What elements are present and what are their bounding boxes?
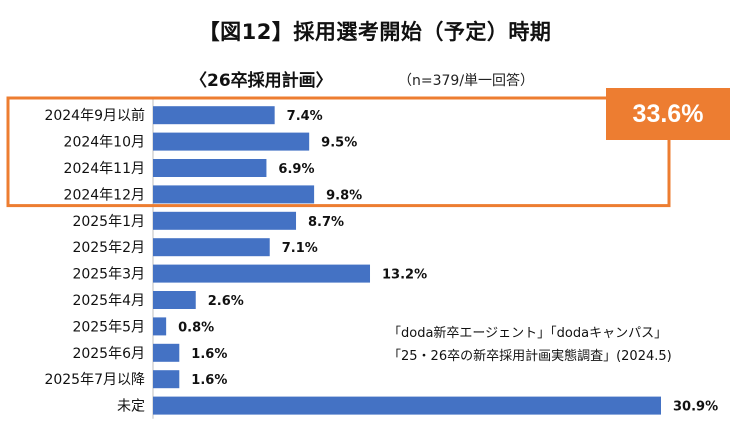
bar <box>153 211 297 230</box>
bar <box>153 370 180 389</box>
highlight-total-badge: 33.6% <box>606 88 730 140</box>
sample-note: （n=379/単一回答） <box>398 73 535 89</box>
category-label: 2025年6月 <box>72 346 145 362</box>
value-label: 7.4% <box>287 109 323 124</box>
value-label: 8.7% <box>308 215 344 230</box>
value-label: 1.6% <box>191 373 227 388</box>
bar <box>153 185 315 204</box>
bar <box>153 132 310 151</box>
category-label: 2025年3月 <box>72 267 145 283</box>
category-label: 2025年1月 <box>72 214 145 230</box>
chart-title: 【図12】採用選考開始（予定）時期 <box>198 20 552 44</box>
highlight-frame <box>6 96 671 208</box>
category-label: 2025年4月 <box>72 293 145 309</box>
chart-subtitle: 〈26卒採用計画〉 <box>190 71 333 91</box>
value-label: 6.9% <box>278 162 314 177</box>
bar <box>153 396 661 415</box>
value-label: 13.2% <box>382 268 427 283</box>
bar <box>153 106 275 125</box>
bar <box>153 264 371 283</box>
value-label: 7.1% <box>282 241 318 256</box>
category-label: 2024年11月 <box>64 161 145 177</box>
category-label: 2024年10月 <box>64 135 145 151</box>
value-label: 9.5% <box>321 136 357 151</box>
value-label: 1.6% <box>191 347 227 362</box>
value-label: 0.8% <box>178 320 214 335</box>
category-label: 2024年9月以前 <box>44 107 145 124</box>
source-line-1: 「doda新卒エージェント」「dodaキャンパス」 <box>388 326 668 341</box>
bar <box>153 238 270 257</box>
value-label: 2.6% <box>208 294 244 309</box>
category-label: 2025年7月以降 <box>44 372 145 388</box>
source-line-2: 「25・26卒の新卒採用計画実態調査」(2024.5) <box>388 349 672 364</box>
bar <box>153 317 167 336</box>
category-label: 2025年5月 <box>72 319 145 335</box>
category-label: 未定 <box>117 399 145 415</box>
value-label: 9.8% <box>326 188 362 203</box>
bar <box>153 343 180 362</box>
bar <box>153 159 267 177</box>
category-label: 2025年2月 <box>72 240 145 256</box>
category-label: 2024年12月 <box>64 187 145 203</box>
value-label: 30.9% <box>673 400 718 415</box>
bar <box>153 291 196 309</box>
